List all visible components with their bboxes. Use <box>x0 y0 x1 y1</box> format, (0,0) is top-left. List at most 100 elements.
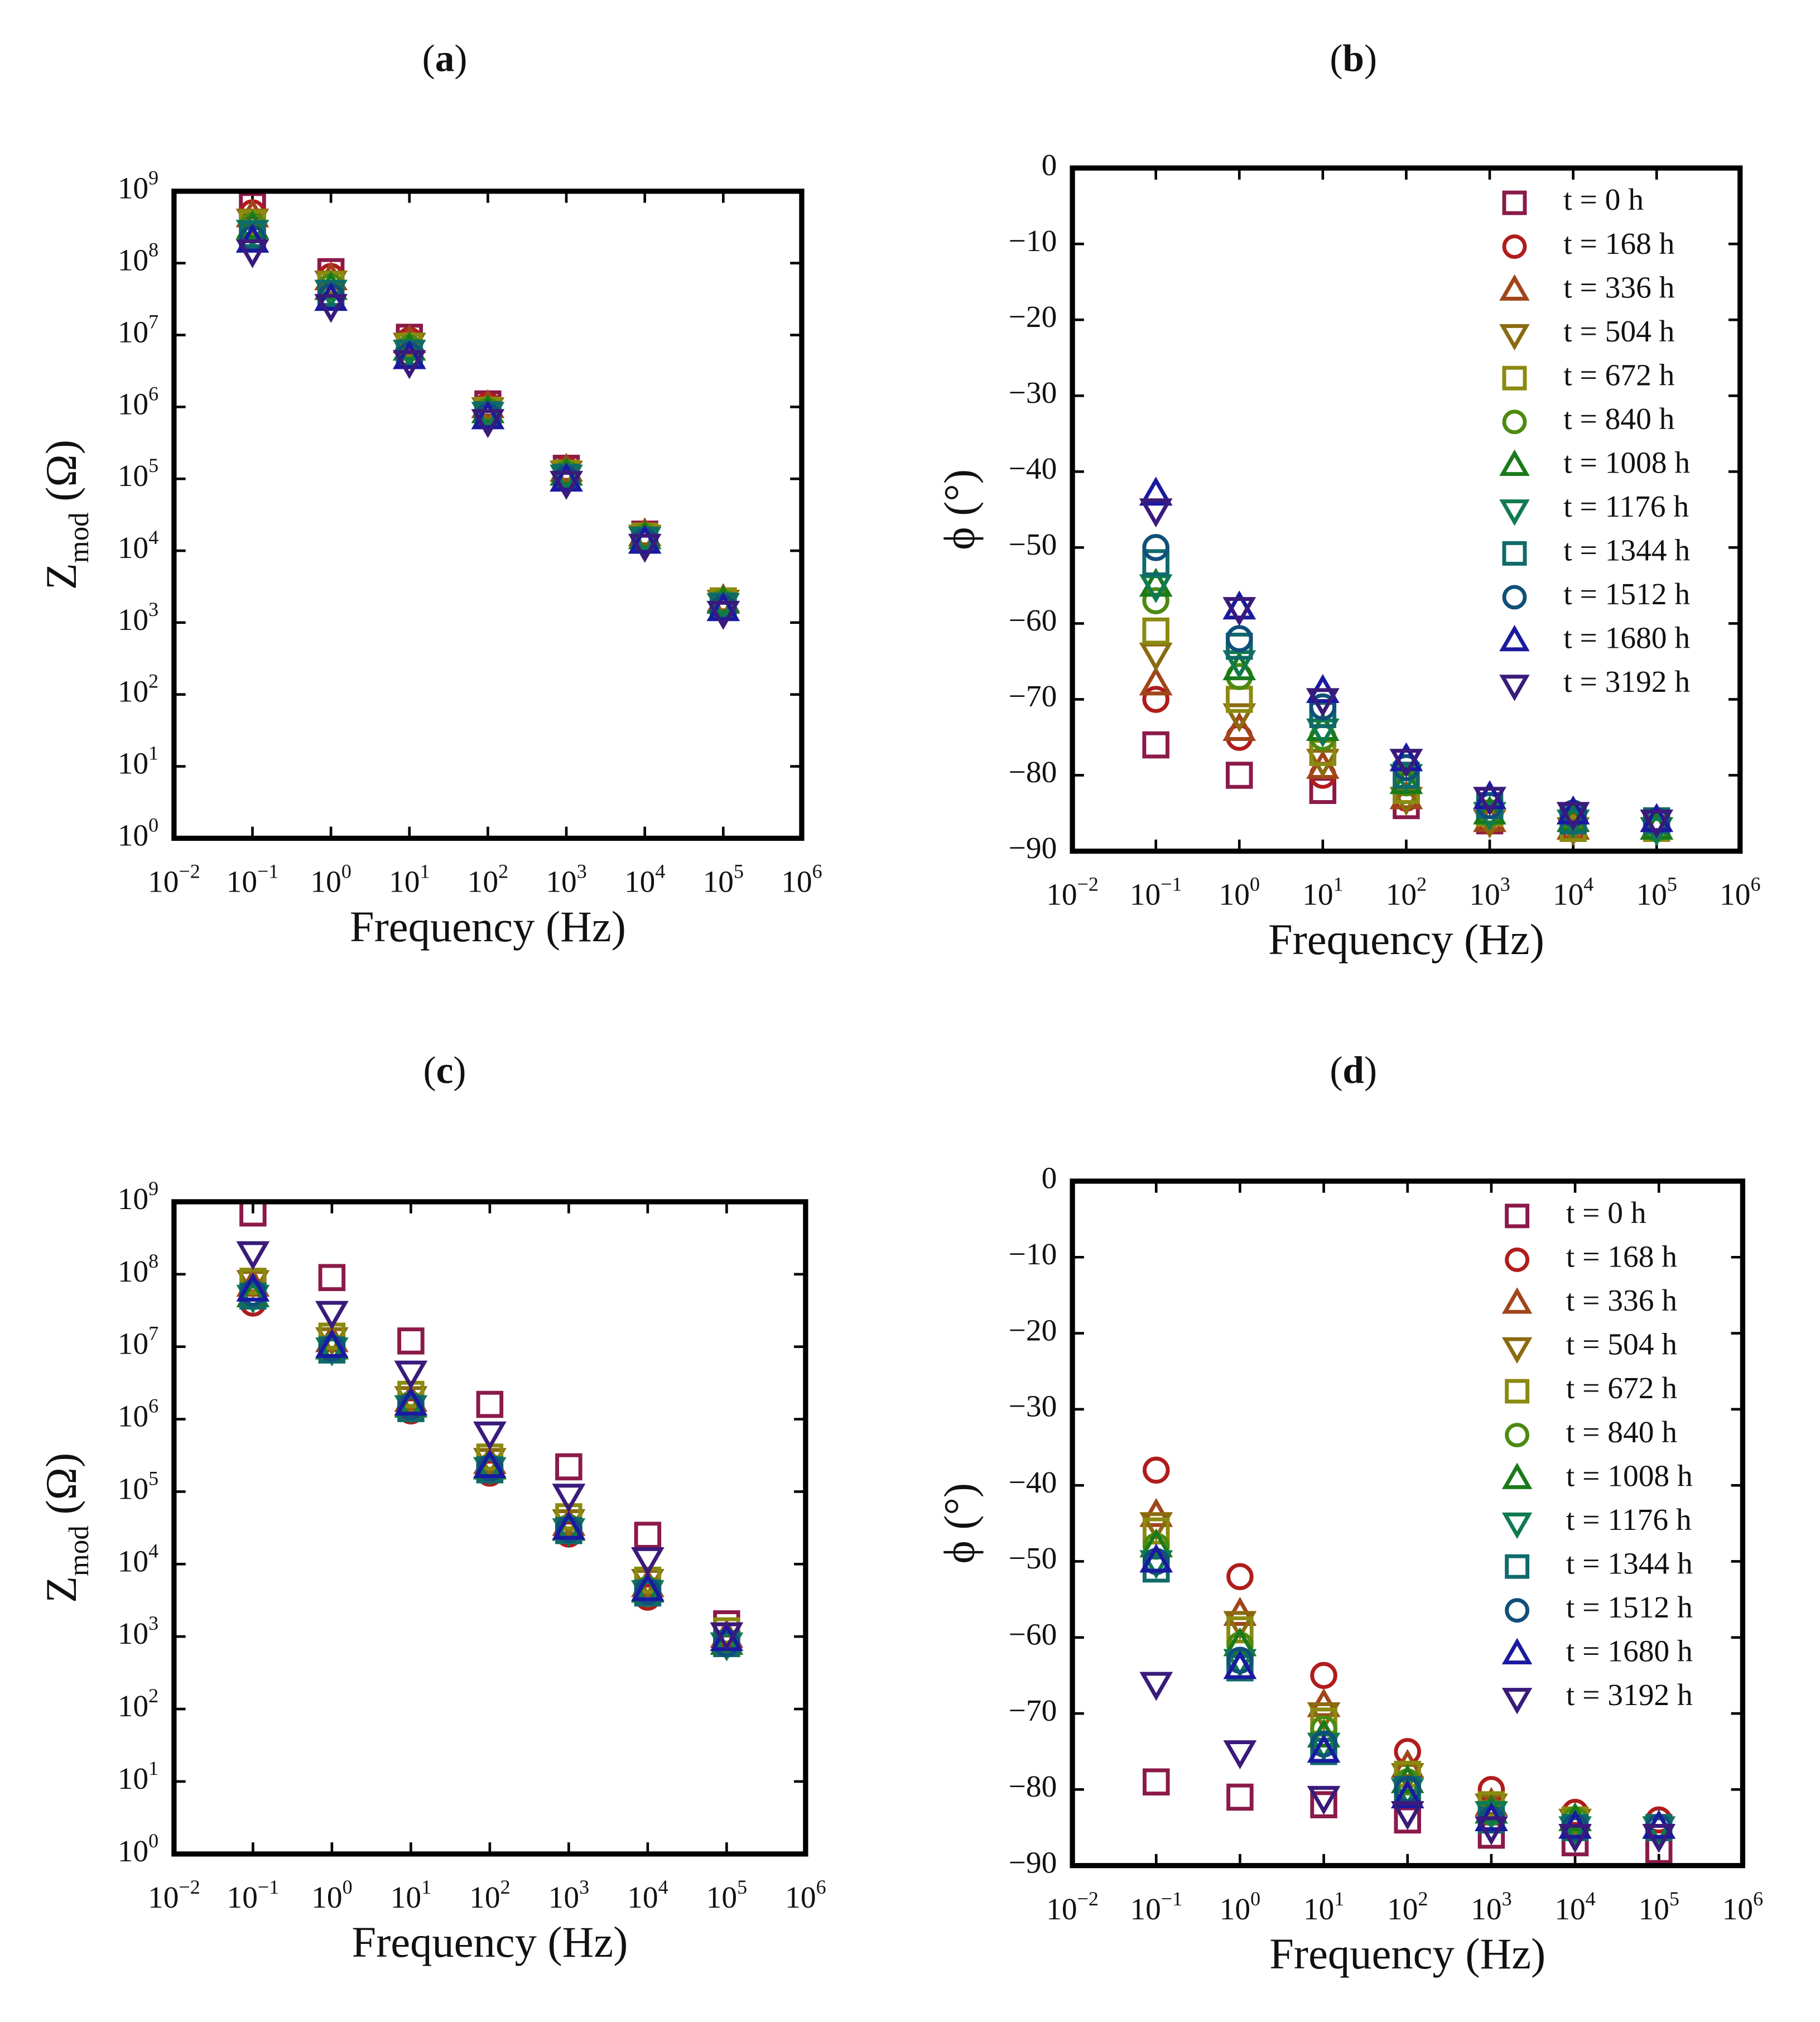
x-axis-label: Frequency (Hz) <box>1268 915 1544 964</box>
y-tick-label: 101 <box>118 1757 158 1795</box>
x-tick-label: 105 <box>1638 1888 1679 1925</box>
x-tick-label: 10−1 <box>227 860 279 898</box>
chart: (a) 10−2 10−1 100 101 102 103 104 105 106 100 101 10… <box>37 37 822 951</box>
legend-label: t = 0 h <box>1566 1196 1646 1230</box>
marker <box>628 524 662 554</box>
x-tick-label: 103 <box>1471 1888 1511 1925</box>
legend-marker <box>1501 1688 1533 1715</box>
legend-label: t = 336 h <box>1563 270 1674 304</box>
legend-marker <box>1505 1203 1530 1229</box>
marker <box>1226 1783 1254 1811</box>
marker <box>1556 802 1590 831</box>
plot-frame <box>171 1199 808 1857</box>
y-axis-label: Zmod (Ω) <box>37 1453 95 1603</box>
legend-label: t = 672 h <box>1566 1371 1677 1405</box>
y-tick-label: 100 <box>118 814 158 852</box>
chart-title: (b) <box>1330 37 1377 80</box>
legend-marker <box>1499 675 1530 701</box>
y-tick-label: 106 <box>118 1395 158 1433</box>
x-tick-label: 100 <box>311 1876 352 1914</box>
y-tick-label: 108 <box>118 239 158 277</box>
legend-marker <box>1505 1554 1530 1579</box>
markers <box>1139 1456 1676 1864</box>
x-axis-label: Frequency (Hz) <box>1269 1929 1545 1978</box>
marker <box>1222 590 1256 620</box>
legend-marker <box>1499 449 1530 476</box>
marker <box>1223 1740 1257 1770</box>
legend-label: t = 168 h <box>1566 1240 1677 1274</box>
marker <box>1307 1702 1341 1731</box>
y-tick-label: −50 <box>1009 1541 1057 1575</box>
marker <box>552 1510 586 1540</box>
marker <box>1310 1662 1337 1689</box>
marker <box>394 1386 428 1416</box>
y-tick-label: 105 <box>118 454 158 492</box>
y-tick-label: −30 <box>1009 375 1057 410</box>
y-tick-label: 104 <box>118 1540 158 1578</box>
marker <box>1142 731 1169 759</box>
marker <box>634 1522 662 1549</box>
marker <box>1226 1616 1254 1644</box>
y-tick-label: −70 <box>1009 679 1057 713</box>
marker <box>552 1484 586 1513</box>
x-axis-label: Frequency (Hz) <box>352 1918 628 1966</box>
legend-label: t = 1344 h <box>1566 1546 1693 1580</box>
y-tick-label: −10 <box>1009 224 1057 258</box>
y-tick-label: −70 <box>1009 1693 1057 1727</box>
legend-label: t = 1680 h <box>1566 1634 1693 1668</box>
marker <box>1225 762 1253 789</box>
legend-label: t = 1008 h <box>1563 446 1690 480</box>
y-tick-label: −90 <box>1009 1845 1057 1879</box>
y-tick-label: −40 <box>1009 1465 1057 1499</box>
marker <box>235 223 269 253</box>
legend-label: t = 3192 h <box>1563 665 1690 699</box>
y-tick-label: −60 <box>1009 603 1057 637</box>
marker <box>1142 587 1169 614</box>
x-tick-label: 105 <box>703 860 744 898</box>
marker <box>630 1547 665 1576</box>
marker <box>550 470 583 500</box>
y-tick-label: 0 <box>1042 148 1057 182</box>
y-tick-label: −90 <box>1009 831 1057 865</box>
marker <box>1223 1611 1257 1640</box>
x-tick-label: 105 <box>706 1876 747 1914</box>
legend-label: t = 1512 h <box>1563 577 1690 611</box>
marker <box>1142 1456 1170 1484</box>
marker <box>706 600 740 630</box>
y-tick-label: −20 <box>1009 1313 1057 1347</box>
marker <box>1139 476 1173 506</box>
marker <box>318 1335 346 1362</box>
y-axis-label: ϕ (°) <box>935 469 984 550</box>
y-tick-label: 109 <box>118 167 158 205</box>
marker <box>314 293 348 323</box>
marker <box>397 1327 425 1355</box>
marker <box>1222 597 1256 627</box>
x-tick-label: 105 <box>1636 873 1677 911</box>
legend-label: t = 1680 h <box>1563 621 1690 655</box>
x-tick-label: 101 <box>389 860 430 898</box>
legend-marker <box>1499 274 1530 301</box>
marker <box>1310 1791 1337 1818</box>
legend-label: t = 1008 h <box>1566 1458 1693 1493</box>
x-tick-label: 104 <box>624 860 665 898</box>
x-tick-label: 102 <box>1387 1888 1428 1925</box>
marker <box>1558 1816 1592 1846</box>
y-tick-label: 107 <box>118 311 158 349</box>
x-tick-label: 104 <box>1553 873 1593 911</box>
marker <box>1139 567 1173 597</box>
y-tick-label: 109 <box>118 1177 158 1215</box>
marker <box>315 1328 349 1358</box>
marker <box>392 350 426 379</box>
x-tick-label: 100 <box>1220 1888 1260 1925</box>
marker <box>1139 666 1173 696</box>
marker <box>1139 1550 1173 1580</box>
marker <box>1226 1563 1254 1590</box>
marker <box>235 210 269 239</box>
chart: (b) 10−2 10−1 100 101 102 103 104 105 106 0 −10 −20 −… <box>935 37 1760 964</box>
plot-frame <box>1070 165 1743 854</box>
y-tick-label: 104 <box>118 526 158 564</box>
marker <box>392 340 426 369</box>
marker <box>706 592 740 622</box>
x-tick-label: 10−2 <box>1046 873 1099 911</box>
legend-marker <box>1505 1379 1530 1404</box>
